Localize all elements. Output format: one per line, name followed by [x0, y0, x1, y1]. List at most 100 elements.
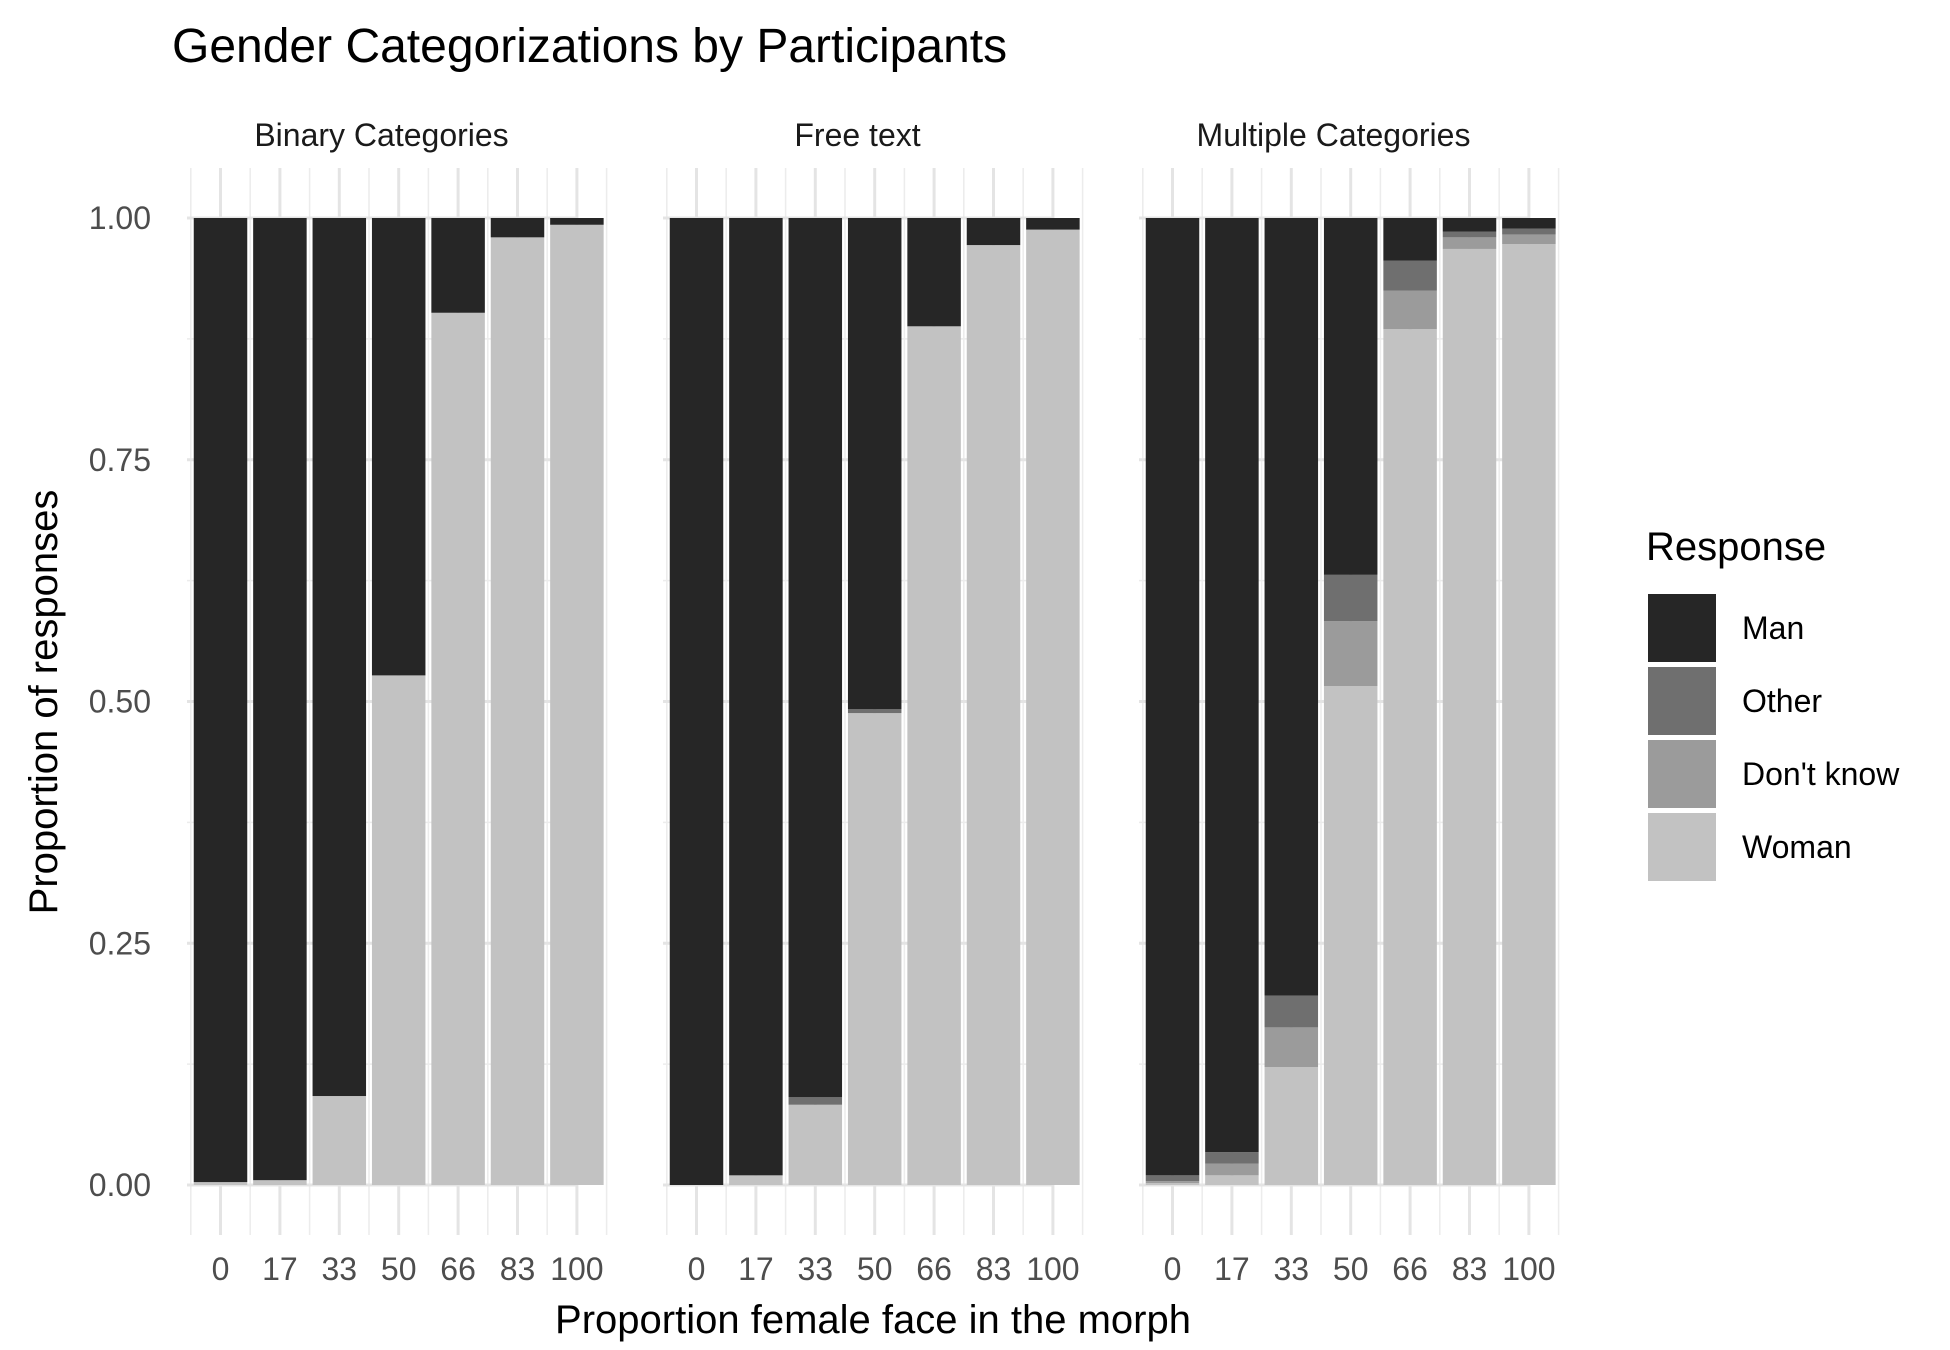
bar-segment-other-100 — [1502, 228, 1556, 235]
bar-segment-man-83 — [1442, 218, 1497, 232]
bar-segment-man-83 — [966, 218, 1021, 246]
x-tick-label: 33 — [798, 1251, 834, 1287]
x-tick-label: 50 — [857, 1251, 893, 1287]
bar-segment-woman-17 — [1205, 1175, 1259, 1185]
legend-label: Man — [1742, 610, 1804, 646]
bar-segment-man-17 — [253, 218, 307, 1181]
x-tick-label: 100 — [1502, 1251, 1555, 1287]
y-axis-title: Proportion of responses — [22, 490, 66, 915]
x-tick-label: 17 — [262, 1251, 298, 1287]
x-tick-label: 66 — [1392, 1251, 1428, 1287]
bar-segment-man-50 — [847, 218, 902, 710]
bar-segment-other-50 — [1323, 574, 1378, 622]
panel-bars — [1145, 218, 1556, 1186]
y-tick-label: 0.75 — [89, 442, 151, 478]
panel-strip-label: Multiple Categories — [1197, 117, 1471, 153]
bar-segment-woman-66 — [907, 326, 961, 1186]
bar-segment-woman-17 — [253, 1180, 307, 1185]
bar-segment-woman-100 — [550, 224, 604, 1186]
bar-segment-woman-0 — [1145, 1183, 1200, 1185]
bar-segment-other-66 — [1383, 260, 1437, 291]
bar-segment-man-66 — [431, 218, 485, 313]
x-tick-label: 83 — [976, 1251, 1012, 1287]
bar-segment-don-t-know-33 — [1264, 1027, 1319, 1068]
panel-0: Binary Categories 0 17 33 50 66 83 100 — [187, 117, 608, 1287]
y-axis: 0.00 0.25 0.50 0.75 1.00 — [89, 200, 151, 1203]
x-tick-label: 83 — [1452, 1251, 1488, 1287]
bar-segment-man-100 — [1502, 218, 1556, 229]
panel-2: Multiple Categories 0 17 33 50 66 83 100 — [1139, 117, 1560, 1287]
panel-strip-label: Free text — [794, 117, 920, 153]
bar-segment-other-17 — [1205, 1152, 1259, 1164]
x-tick-label: 100 — [550, 1251, 603, 1287]
bar-segment-woman-33 — [788, 1104, 843, 1185]
x-tick-label: 0 — [688, 1251, 706, 1287]
bar-segment-man-66 — [1383, 218, 1437, 261]
bar-segment-other-0 — [1145, 1175, 1200, 1182]
legend: Response Man Other Don't know Woman — [1646, 525, 1900, 881]
bar-segment-woman-100 — [1026, 229, 1080, 1185]
bar-segment-woman-83 — [1442, 248, 1497, 1186]
legend-items: Man Other Don't know Woman — [1648, 594, 1900, 881]
bar-segment-don-t-know-0 — [1145, 1181, 1200, 1184]
legend-title: Response — [1646, 525, 1826, 569]
legend-label: Other — [1742, 683, 1822, 719]
bar-segment-man-33 — [312, 218, 367, 1097]
bar-segment-man-17 — [729, 218, 783, 1176]
legend-swatch-other — [1648, 667, 1716, 735]
chart-title: Gender Categorizations by Participants — [172, 20, 1007, 73]
x-tick-label: 100 — [1026, 1251, 1079, 1287]
bar-segment-don-t-know-50 — [1323, 621, 1378, 687]
bar-segment-man-100 — [550, 218, 604, 225]
bar-segment-man-33 — [1264, 218, 1319, 996]
legend-label: Woman — [1742, 829, 1852, 865]
x-tick-label: 0 — [1164, 1251, 1182, 1287]
y-tick-label: 1.00 — [89, 200, 151, 236]
bar-segment-man-50 — [371, 218, 426, 676]
x-tick-label: 33 — [1274, 1251, 1310, 1287]
legend-swatch-don-t-know — [1648, 740, 1716, 808]
x-tick-label: 83 — [500, 1251, 536, 1287]
bar-segment-other-33 — [1264, 995, 1319, 1028]
bar-segment-woman-33 — [312, 1096, 367, 1185]
bar-segment-man-83 — [490, 218, 545, 238]
bar-segment-woman-83 — [490, 237, 545, 1186]
panel-bars — [193, 218, 604, 1186]
legend-swatch-man — [1648, 594, 1716, 662]
panel-1: Free text 0 17 33 50 66 83 100 — [663, 117, 1084, 1287]
legend-label: Don't know — [1742, 756, 1900, 792]
bar-segment-don-t-know-66 — [1383, 290, 1437, 330]
x-tick-label: 66 — [440, 1251, 476, 1287]
x-tick-label: 66 — [916, 1251, 952, 1287]
bar-segment-man-66 — [907, 218, 961, 327]
legend-swatch-woman — [1648, 813, 1716, 881]
bar-segment-woman-33 — [1264, 1067, 1319, 1185]
bar-segment-woman-50 — [1323, 686, 1378, 1185]
bar-segment-woman-66 — [431, 312, 485, 1185]
bar-segment-woman-66 — [1383, 329, 1437, 1186]
bar-segment-man-33 — [788, 218, 843, 1098]
x-tick-label: 50 — [381, 1251, 417, 1287]
x-axis-title: Proportion female face in the morph — [555, 1298, 1191, 1342]
y-tick-label: 0.50 — [89, 684, 151, 720]
bar-segment-other-33 — [788, 1097, 843, 1105]
y-tick-label: 0.00 — [89, 1167, 151, 1203]
bar-segment-man-0 — [669, 218, 724, 1185]
bar-segment-woman-17 — [729, 1175, 783, 1185]
x-tick-label: 50 — [1333, 1251, 1369, 1287]
x-tick-label: 17 — [1214, 1251, 1250, 1287]
bar-segment-woman-0 — [193, 1182, 248, 1185]
x-tick-label: 33 — [322, 1251, 358, 1287]
panel-strip-label: Binary Categories — [254, 117, 508, 153]
y-tick-label: 0.25 — [89, 925, 151, 961]
bar-segment-don-t-know-83 — [1442, 237, 1497, 249]
bar-segment-other-50 — [847, 709, 902, 714]
bar-segment-man-50 — [1323, 218, 1378, 575]
bar-segment-don-t-know-100 — [1502, 234, 1556, 245]
bar-segment-man-0 — [193, 218, 248, 1183]
bar-segment-man-0 — [1145, 218, 1200, 1176]
x-tick-label: 0 — [212, 1251, 230, 1287]
x-tick-label: 17 — [738, 1251, 774, 1287]
